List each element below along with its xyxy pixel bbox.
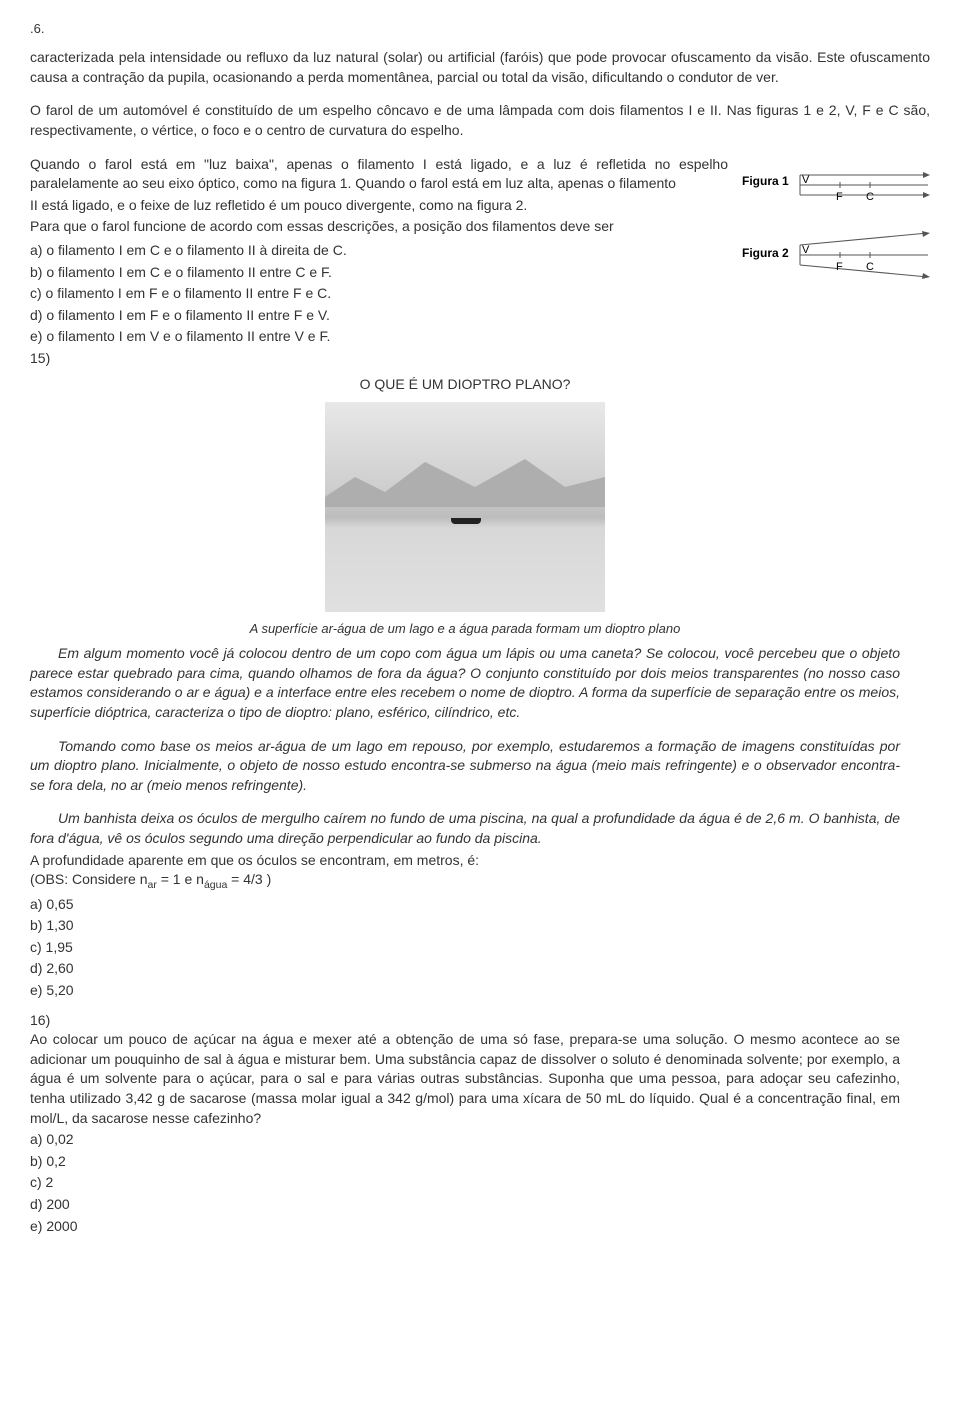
q14-option-d: d) o filamento I em F e o filamento II e… [30,306,930,326]
question-14-block: caracterizada pela intensidade ou reflux… [30,48,930,349]
mountain-icon [325,447,605,507]
svg-text:V: V [802,174,810,186]
q15-number: 15) [30,349,58,369]
q14-p2: O farol de um automóvel é constituído de… [30,101,930,140]
svg-text:C: C [866,191,874,203]
q15-option-d: d) 2,60 [30,959,900,979]
q15-p3: Um banhista deixa os óculos de mergulho … [30,809,900,848]
q15-caption: A superfície ar-água de um lago e a água… [30,620,900,638]
q16-option-a: a) 0,02 [30,1130,900,1150]
optics-diagram: Figura 1 V F C Figura 2 V F C [740,155,930,295]
svg-text:F: F [836,261,843,273]
q15-p2: Tomando como base os meios ar-água de um… [30,737,900,796]
page-number: .6. [30,20,930,38]
svg-text:F: F [836,191,843,203]
q15-obs-c: = 4/3 ) [227,871,271,887]
boat-icon [451,518,481,524]
q15-obs-a: (OBS: Considere n [30,871,148,887]
q15-p1: Em algum momento você já colocou dentro … [30,644,900,722]
q16-number: 16) [30,1011,58,1031]
svg-text:V: V [802,244,810,256]
q15-title: O QUE É UM DIOPTRO PLANO? [30,375,900,395]
q15-option-b: b) 1,30 [30,916,900,936]
q15-option-e: e) 5,20 [30,981,900,1001]
question-16-block: 16) Ao colocar um pouco de açúcar na águ… [30,1011,930,1239]
q16-option-c: c) 2 [30,1173,900,1193]
fig1-label: Figura 1 [742,174,789,188]
q16-option-e: e) 2000 [30,1217,900,1237]
fig2-label: Figura 2 [742,246,789,260]
q16-option-b: b) 0,2 [30,1152,900,1172]
q15-obs: (OBS: Considere nar = 1 e nágua = 4/3 ) [30,870,900,892]
q15-obs-b: = 1 e n [157,871,204,887]
question-15-block: 15) O QUE É UM DIOPTRO PLANO? A superfíc… [30,349,930,1003]
q14-option-e: e) o filamento I em V e o filamento II e… [30,327,930,347]
lake-image [325,402,605,612]
q15-obs-ar: ar [148,879,157,891]
q16-option-d: d) 200 [30,1195,900,1215]
q15-option-c: c) 1,95 [30,938,900,958]
q14-p1: caracterizada pela intensidade ou reflux… [30,48,930,87]
svg-text:C: C [866,261,874,273]
q15-option-a: a) 0,65 [30,895,900,915]
q15-p4: A profundidade aparente em que os óculos… [30,851,900,871]
q14-figures: Figura 1 V F C Figura 2 V F C [740,155,930,301]
q15-obs-agua: água [204,879,227,891]
q16-p1: Ao colocar um pouco de açúcar na água e … [30,1030,900,1128]
